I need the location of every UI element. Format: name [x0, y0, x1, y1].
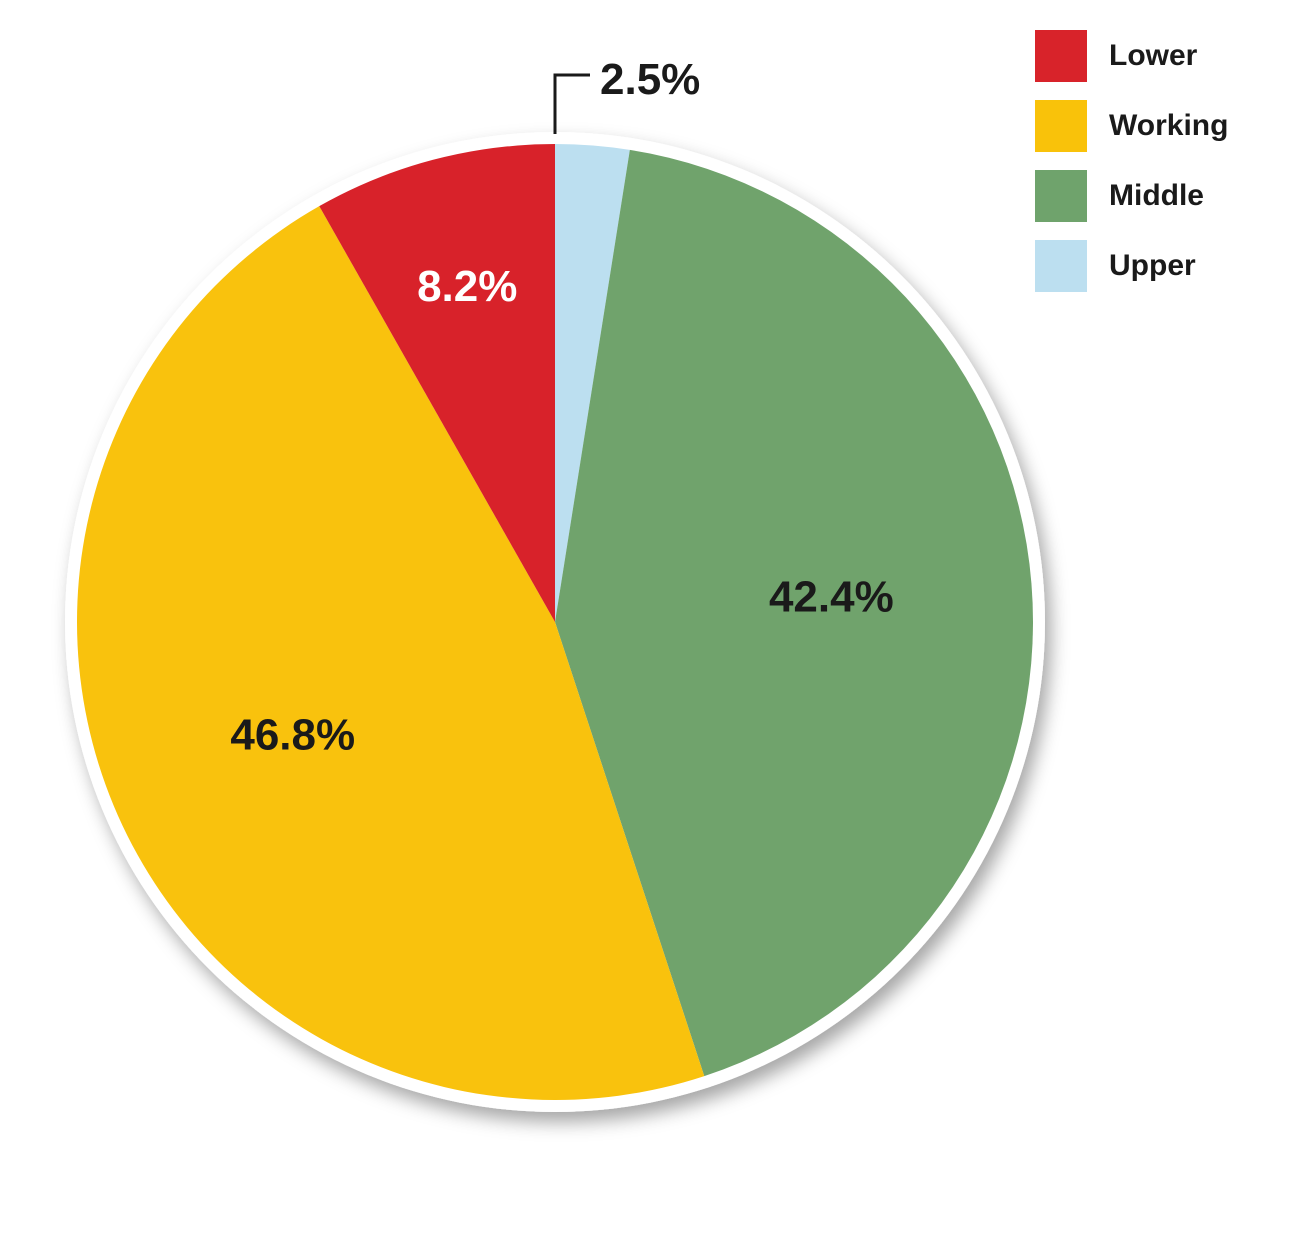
slice-label-middle: 42.4% [769, 572, 894, 621]
callout-leader-upper [555, 75, 590, 134]
legend-swatch-working [1035, 100, 1087, 152]
legend-label-upper: Upper [1109, 249, 1196, 283]
legend-label-lower: Lower [1109, 39, 1197, 73]
slice-label-lower: 8.2% [417, 262, 517, 311]
legend-swatch-lower [1035, 30, 1087, 82]
legend-item-upper: Upper [1035, 240, 1228, 292]
legend-item-middle: Middle [1035, 170, 1228, 222]
legend-label-middle: Middle [1109, 179, 1204, 213]
legend-label-working: Working [1109, 109, 1228, 143]
slice-label-upper: 2.5% [600, 55, 700, 105]
legend: Lower Working Middle Upper [1035, 30, 1228, 310]
slice-label-working: 46.8% [230, 711, 355, 760]
chart-stage: 42.4% 46.8% 8.2% 2.5% Lower Working Middle… [0, 0, 1310, 1244]
legend-swatch-middle [1035, 170, 1087, 222]
legend-item-lower: Lower [1035, 30, 1228, 82]
legend-item-working: Working [1035, 100, 1228, 152]
legend-swatch-upper [1035, 240, 1087, 292]
